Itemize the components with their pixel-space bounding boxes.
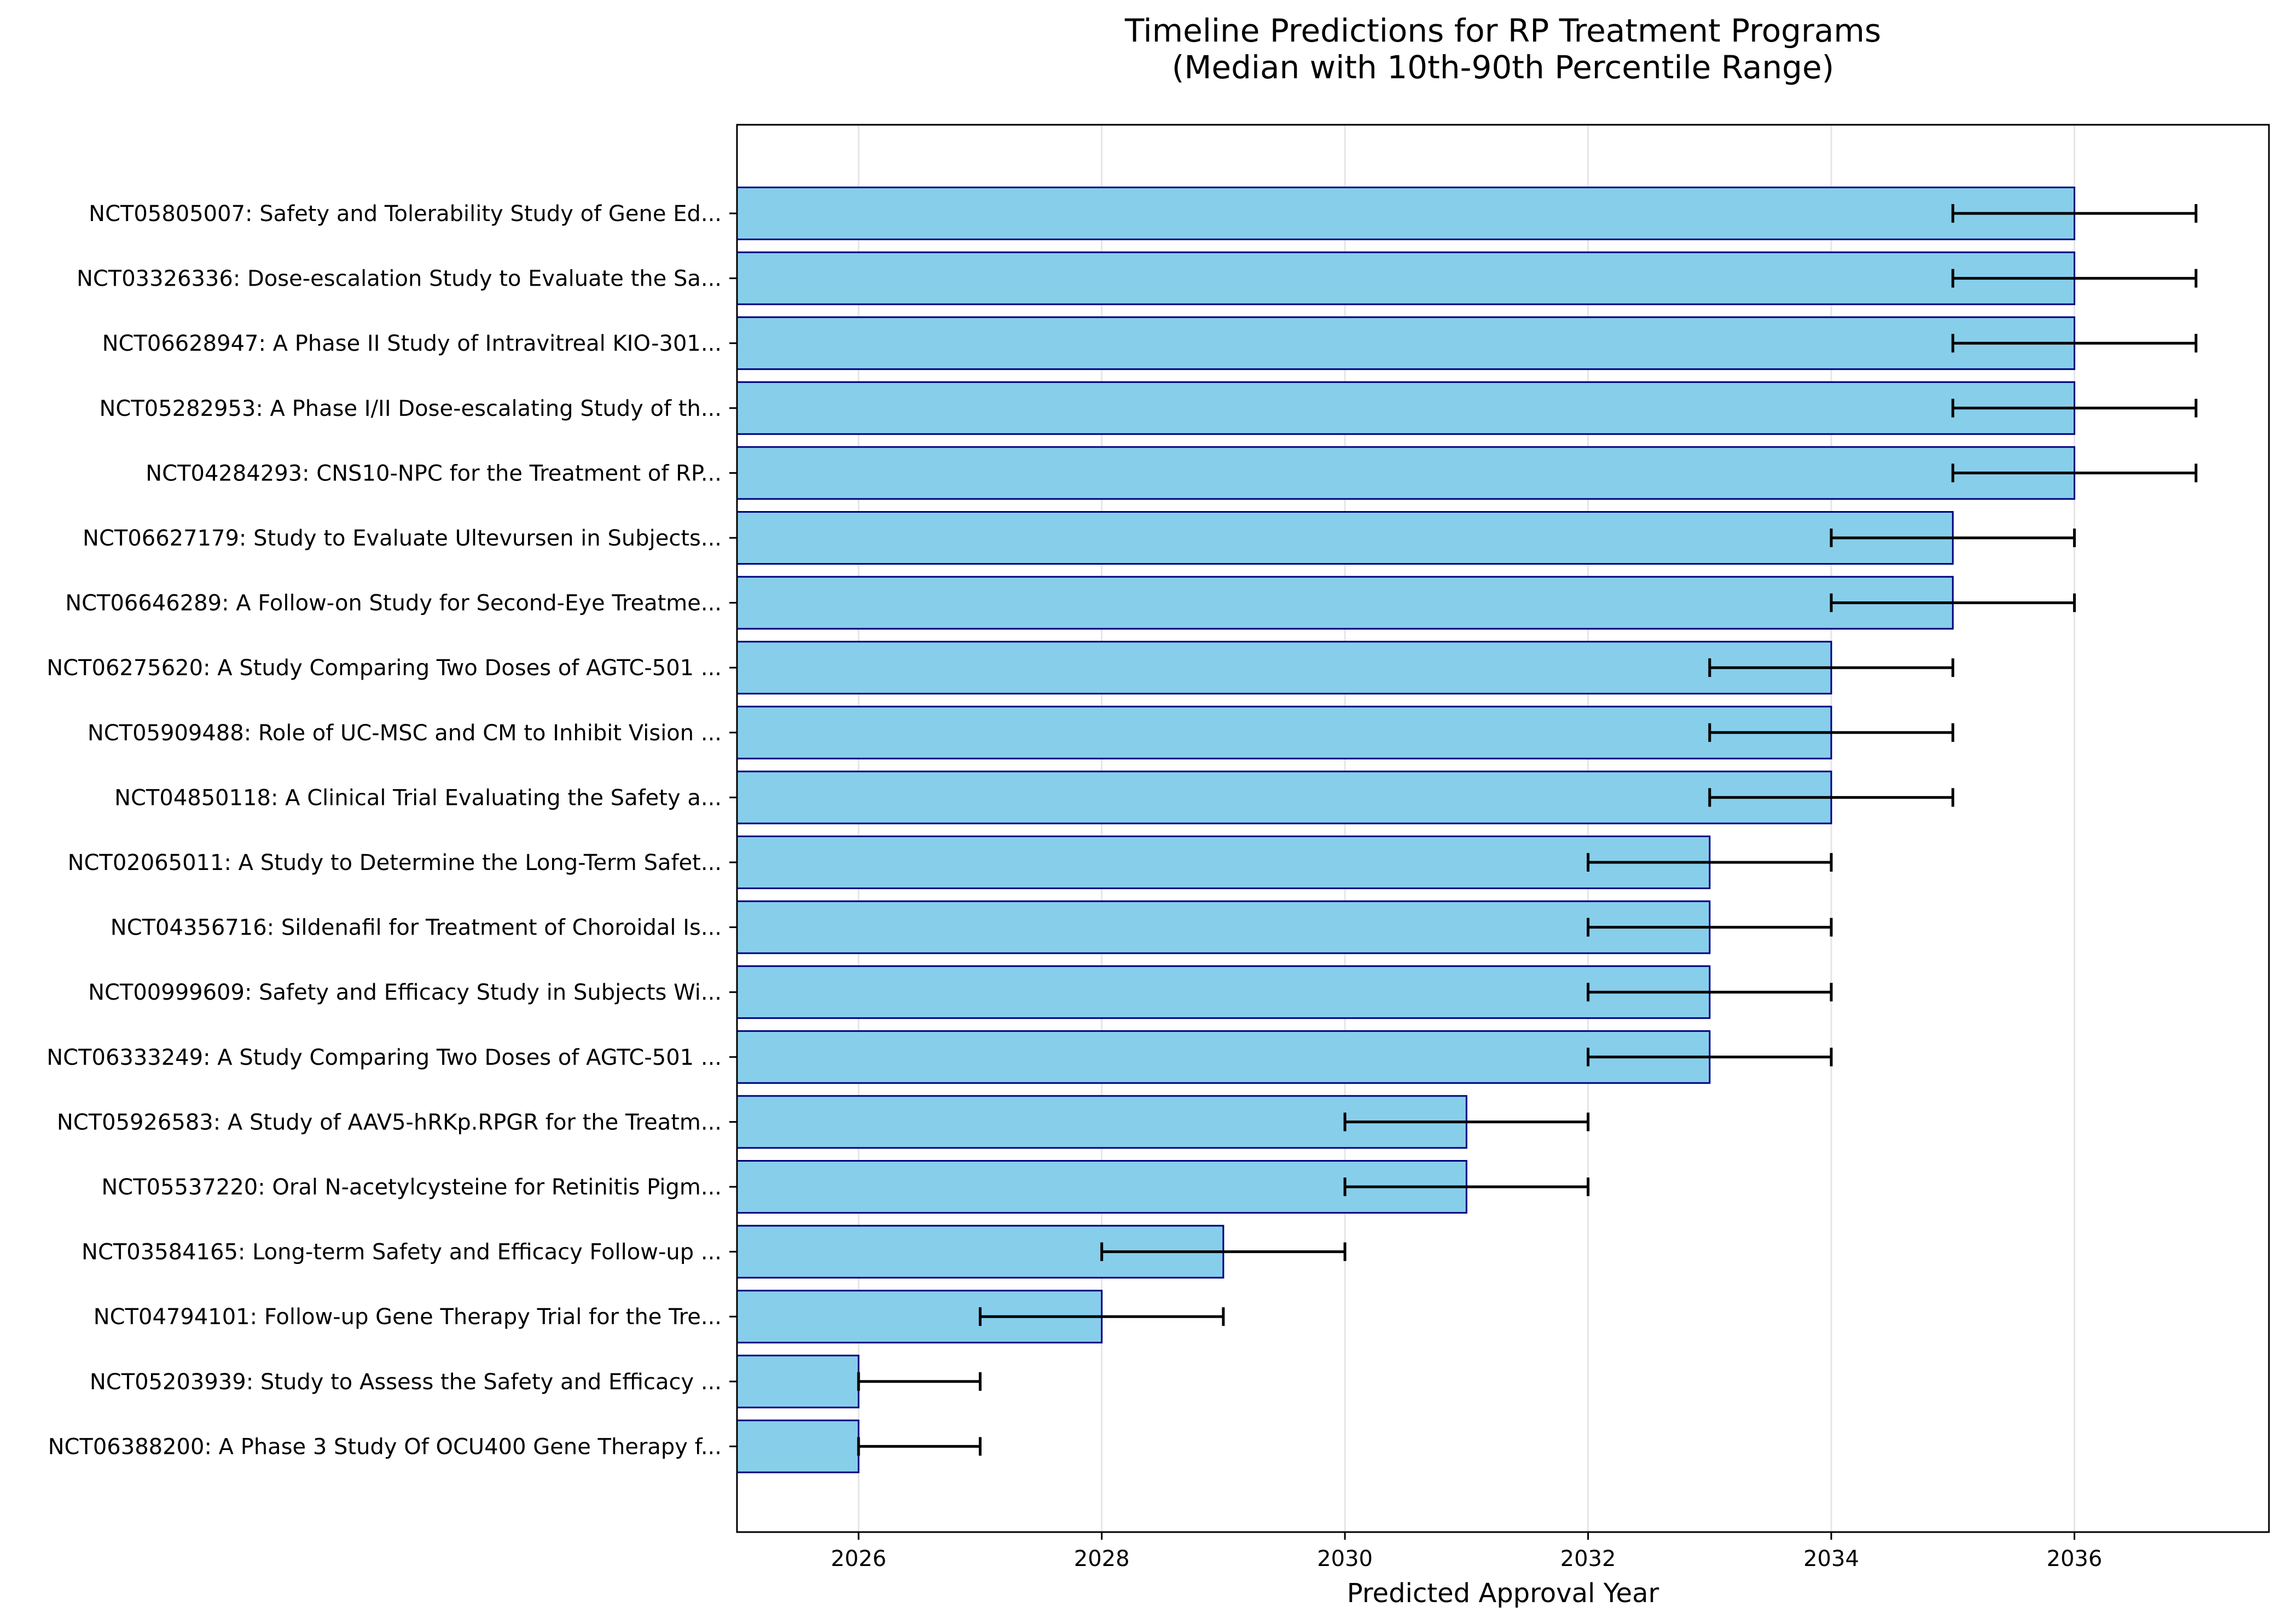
y-tick-label: NCT05537220: Oral N-acetylcysteine for R… [101, 1175, 722, 1200]
x-tick-label: 2030 [1317, 1546, 1373, 1571]
x-tick-label: 2026 [831, 1546, 886, 1571]
bar [736, 316, 2075, 370]
y-tick-label: NCT06333249: A Study Comparing Two Doses… [47, 1045, 722, 1070]
y-tick-label: NCT06388200: A Phase 3 Study Of OCU400 G… [48, 1434, 722, 1459]
chart-subtitle: (Median with 10th-90th Percentile Range) [1172, 49, 1835, 86]
plot-frame [736, 124, 2270, 1533]
y-tick-label: NCT04794101: Follow-up Gene Therapy Tria… [94, 1304, 722, 1330]
y-tick-label: NCT04850118: A Clinical Trial Evaluating… [114, 785, 722, 810]
bar [736, 187, 2075, 240]
x-axis-label: Predicted Approval Year [1347, 1578, 1659, 1609]
bar [736, 446, 2075, 500]
bar [736, 381, 2075, 435]
y-tick-label: NCT02065011: A Study to Determine the Lo… [68, 850, 722, 875]
x-tick-label: 2036 [2047, 1546, 2103, 1571]
y-tick-label: NCT05805007: Safety and Tolerability Stu… [89, 201, 722, 227]
y-tick-label: NCT05203939: Study to Assess the Safety … [90, 1370, 722, 1395]
y-tick-label: NCT06275620: A Study Comparing Two Doses… [47, 656, 722, 681]
bar [736, 705, 1832, 759]
x-axis-ticks: 2026 2028 2030 2032 2034 2036 [831, 1532, 2102, 1571]
error-bars [857, 204, 2198, 1456]
bar [736, 900, 1711, 954]
x-tick-label: 2028 [1074, 1546, 1130, 1571]
y-tick-label: NCT05909488: Role of UC-MSC and CM to In… [88, 721, 722, 746]
bar [736, 836, 1711, 889]
y-tick-label: NCT04284293: CNS10-NPC for the Treatment… [146, 461, 722, 486]
bar [736, 251, 2075, 305]
y-tick-label: NCT04356716: Sildenafil for Treatment of… [111, 915, 722, 941]
y-tick-label: NCT05282953: A Phase I/II Dose-escalatin… [99, 396, 722, 421]
y-tick-label: NCT06627179: Study to Evaluate Ultevurse… [83, 526, 722, 551]
chart-title: Timeline Predictions for RP Treatment Pr… [1124, 12, 1881, 49]
y-tick-label: NCT05926583: A Study of AAV5-hRKp.RPGR f… [57, 1110, 722, 1135]
bar [736, 1354, 860, 1408]
bar [736, 1419, 860, 1474]
y-tick-label: NCT03326336: Dose-escalation Study to Ev… [77, 266, 722, 292]
x-tick-label: 2034 [1803, 1546, 1859, 1571]
bar [736, 1030, 1711, 1084]
y-tick-label: NCT06646289: A Follow-on Study for Secon… [65, 591, 722, 616]
x-tick-label: 2032 [1560, 1546, 1616, 1571]
bars [736, 187, 2075, 1474]
y-tick-label: NCT06628947: A Phase II Study of Intravi… [102, 331, 722, 356]
bar [736, 576, 1954, 630]
bar [736, 511, 1954, 565]
bar [736, 641, 1832, 695]
y-tick-label: NCT03584165: Long-term Safety and Effica… [82, 1240, 722, 1265]
bar [736, 965, 1711, 1019]
bar [736, 770, 1832, 825]
y-tick-label: NCT00999609: Safety and Efficacy Study i… [88, 980, 722, 1005]
y-axis-labels: NCT05805007: Safety and Tolerability Stu… [47, 201, 737, 1459]
